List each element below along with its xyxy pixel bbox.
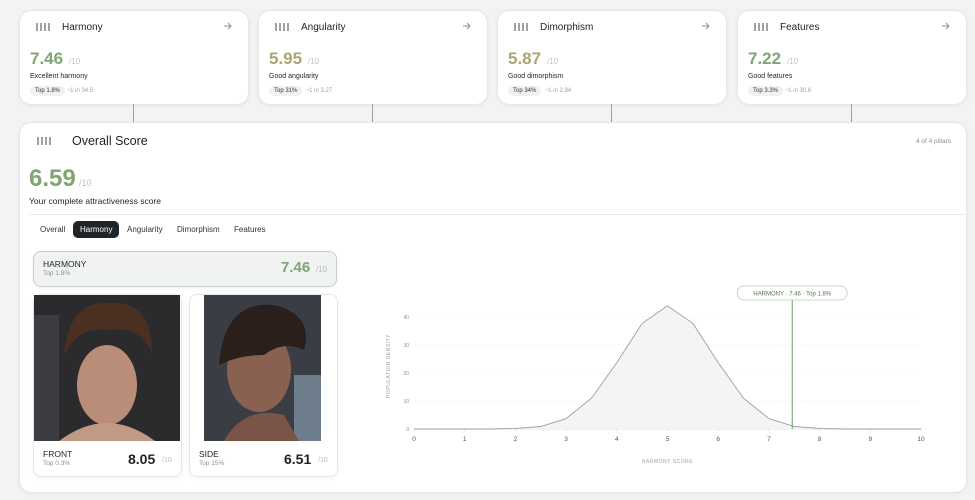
arrow-icon[interactable] [942, 22, 950, 30]
face-photo [34, 295, 180, 441]
arrow-icon[interactable] [463, 22, 471, 30]
pillar-desc: Good features [748, 73, 793, 80]
pillar-title: Features [780, 22, 820, 33]
pillar-desc: Good angularity [269, 73, 319, 80]
icon [275, 23, 289, 31]
overall-denom: /10 [79, 178, 92, 188]
selected-denom: /10 [316, 265, 328, 274]
pillar-top: Top 1.8% [30, 86, 66, 96]
overall-score: 6.59 [29, 165, 76, 192]
icon [514, 23, 528, 31]
pillar-denom: /10 [547, 57, 559, 66]
photo-score: 6.51 [284, 451, 312, 467]
tab[interactable]: Angularity [127, 225, 163, 234]
pillar-title: Angularity [301, 22, 346, 33]
selected-label: HARMONY [43, 259, 87, 269]
photo-label: FRONT [43, 449, 73, 459]
pillar-ratio: 1 in 30.6 [786, 88, 811, 94]
connector [133, 104, 134, 122]
pillar-card[interactable]: Features 7.22/10 Good features Top 3.3%1 in… [737, 10, 967, 105]
connector [851, 104, 852, 122]
pillar-top: Top 3.3% [748, 86, 784, 96]
pillar-ratio: 1 in 2.94 [546, 88, 571, 94]
pillar-ratio: 1 in 3.27 [307, 88, 332, 94]
arrow-icon[interactable] [702, 22, 710, 30]
pillar-card[interactable]: Harmony 7.46/10 Excellent harmony Top 1.8%1… [19, 10, 249, 105]
photo-top: Top 0.3% [43, 460, 71, 467]
pillar-card[interactable]: Angularity 5.95/10 Good angularity Top 31% 1… [258, 10, 488, 105]
pillar-score: 7.46 [30, 49, 64, 68]
pillar-desc: Excellent harmony [30, 73, 88, 80]
icon [37, 137, 51, 145]
pillar-title: Dimorphism [540, 22, 594, 33]
pillar-top: Top 34% [508, 86, 542, 96]
selected-score: 7.46 [281, 259, 311, 276]
photo-denom: /10 [318, 457, 328, 464]
connector [611, 104, 612, 122]
selected-top: Top 1.8% [43, 270, 71, 277]
pillar-desc: Good dimorphism [508, 73, 564, 80]
connector [372, 104, 373, 122]
overall-meta: 4 of 4 pillars [915, 138, 951, 145]
icon [754, 23, 768, 31]
pillar-denom: /10 [787, 57, 799, 66]
tab[interactable]: Features [234, 225, 266, 234]
pillar-denom: /10 [308, 57, 320, 66]
tab[interactable]: Harmony [73, 221, 120, 238]
photo-label: SIDE [199, 449, 219, 459]
divider [29, 214, 965, 215]
tab[interactable]: Dimorphism [177, 225, 220, 234]
photo-top: Top 15% [199, 460, 225, 467]
overall-title: Overall Score [72, 134, 148, 148]
pillar-score: 7.22 [748, 49, 782, 68]
arrow-icon[interactable] [224, 22, 232, 30]
selected-card [33, 251, 337, 287]
pillar-score: 5.95 [269, 49, 303, 68]
photo-denom: /10 [162, 457, 172, 464]
pillar-top: Top 31% [269, 86, 303, 96]
photo-score: 8.05 [128, 451, 156, 467]
pillar-ratio: 1 in 34.5 [68, 88, 93, 94]
tab[interactable]: Overall [40, 225, 66, 234]
pillar-title: Harmony [62, 22, 103, 33]
overall-subtitle: Your complete attractiveness score [29, 196, 161, 206]
icon [36, 23, 50, 31]
pillar-denom: /10 [69, 57, 81, 66]
pillar-card[interactable]: Dimorphism 5.87/10 Good dimorphism Top 34% 1… [497, 10, 727, 105]
pillar-score: 5.87 [508, 49, 542, 68]
face-photo [204, 295, 321, 441]
